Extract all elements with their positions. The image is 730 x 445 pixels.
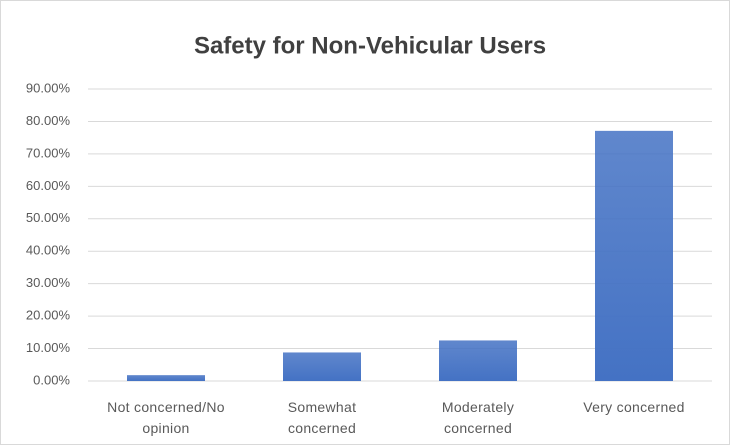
y-tick-label: 10.00% (26, 340, 71, 355)
y-tick-label: 0.00% (33, 372, 70, 387)
y-tick-label: 60.00% (26, 178, 71, 193)
bar (595, 130, 673, 381)
y-tick-label: 70.00% (26, 145, 71, 160)
bar (283, 352, 361, 381)
y-tick-label: 50.00% (26, 210, 71, 225)
bar (127, 375, 205, 381)
y-tick-label: 20.00% (26, 308, 71, 323)
x-tick-label: Very concerned (583, 399, 685, 415)
x-tick-label: Somewhat concerned (287, 399, 357, 436)
x-tick-label: Moderately concerned (441, 399, 515, 436)
y-tick-label: 80.00% (26, 113, 71, 128)
x-tick-label: Not concerned/No opinion (107, 399, 225, 436)
y-tick-label: 90.00% (26, 80, 71, 95)
y-tick-label: 40.00% (26, 243, 71, 258)
y-tick-label: 30.00% (26, 275, 71, 290)
chart-title: Safety for Non-Vehicular Users (194, 32, 546, 59)
bar (439, 340, 517, 381)
